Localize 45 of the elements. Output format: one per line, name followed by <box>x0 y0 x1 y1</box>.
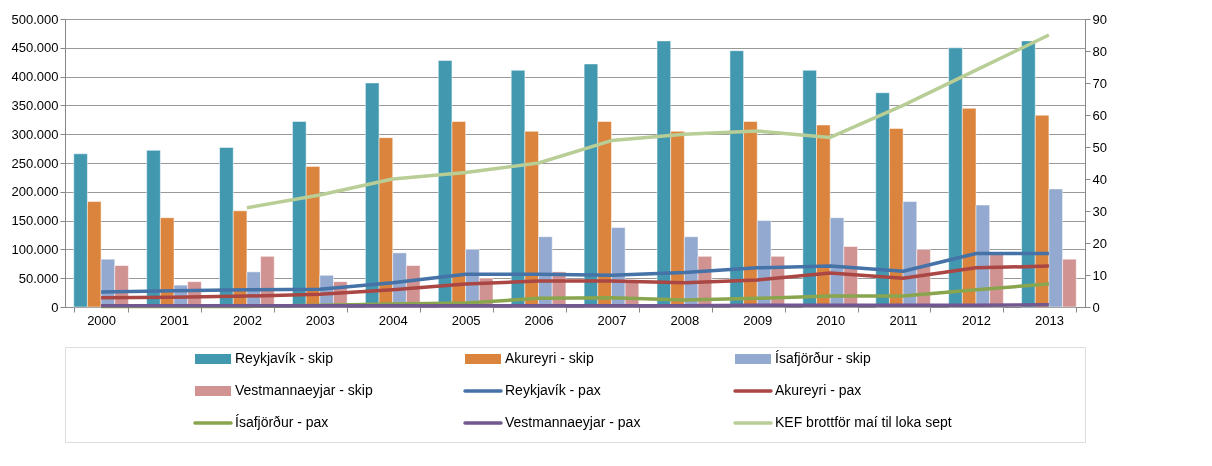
x-tick-label: 2000 <box>87 312 117 328</box>
legend-label: Vestmannaeyjar - skip <box>235 382 373 398</box>
x-tick-label: 2010 <box>816 312 846 328</box>
x-tick-label: 2001 <box>160 312 189 328</box>
x-tick-label: 2004 <box>378 312 408 328</box>
y-tick-label: 400.000 <box>11 69 59 85</box>
y2-tick-label: 40 <box>1092 171 1107 187</box>
y2-tick-label: 90 <box>1092 11 1107 27</box>
legend-label: KEF brottför maí til loka sept <box>775 414 952 430</box>
x-tick-label: 2009 <box>743 312 773 328</box>
x-tick-label: 2008 <box>670 312 700 328</box>
legend-label: Akureyri - skip <box>505 350 594 366</box>
legend-label: Ísafjörður - skip <box>775 350 871 366</box>
y2-tick-label: 30 <box>1092 203 1107 219</box>
x-tick-label: 2006 <box>524 312 554 328</box>
y2-tick-label: 80 <box>1092 43 1107 59</box>
y-tick-label: 250.000 <box>11 155 59 171</box>
line-series <box>245 33 1051 210</box>
x-tick-label: 2013 <box>1034 312 1064 328</box>
y-tick-label: 100.000 <box>11 241 59 257</box>
y-tick-label: 500.000 <box>11 11 59 27</box>
y-tick-label: 350.000 <box>11 97 59 113</box>
y2-tick-label: 70 <box>1092 75 1107 91</box>
x-tick-label: 2007 <box>597 312 627 328</box>
y2-tick-label: 50 <box>1092 139 1107 155</box>
legend-label: Ísafjörður - pax <box>235 414 329 430</box>
legend-label: Reykjavík - pax <box>505 382 601 398</box>
x-tick-label: 2003 <box>305 312 335 328</box>
y-tick-label: 450.000 <box>11 40 59 56</box>
legend-label: Akureyri - pax <box>775 382 862 398</box>
y2-tick-label: 0 <box>1092 299 1100 315</box>
y-tick-label: 0 <box>51 299 59 315</box>
y-tick-label: 300.000 <box>11 126 59 142</box>
legend-label: Vestmannaeyjar - pax <box>505 414 641 430</box>
y-tick-label: 50.000 <box>18 270 59 286</box>
x-tick-label: 2002 <box>232 312 262 328</box>
legend-label: Reykjavík - skip <box>235 350 334 366</box>
x-tick-label: 2005 <box>451 312 481 328</box>
y2-tick-label: 10 <box>1092 267 1107 283</box>
y-tick-label: 200.000 <box>11 184 59 200</box>
y-tick-label: 150.000 <box>11 213 59 229</box>
y2-tick-label: 20 <box>1092 235 1107 251</box>
x-tick-label: 2011 <box>889 312 918 328</box>
y2-tick-label: 60 <box>1092 107 1107 123</box>
x-tick-label: 2012 <box>962 312 991 328</box>
